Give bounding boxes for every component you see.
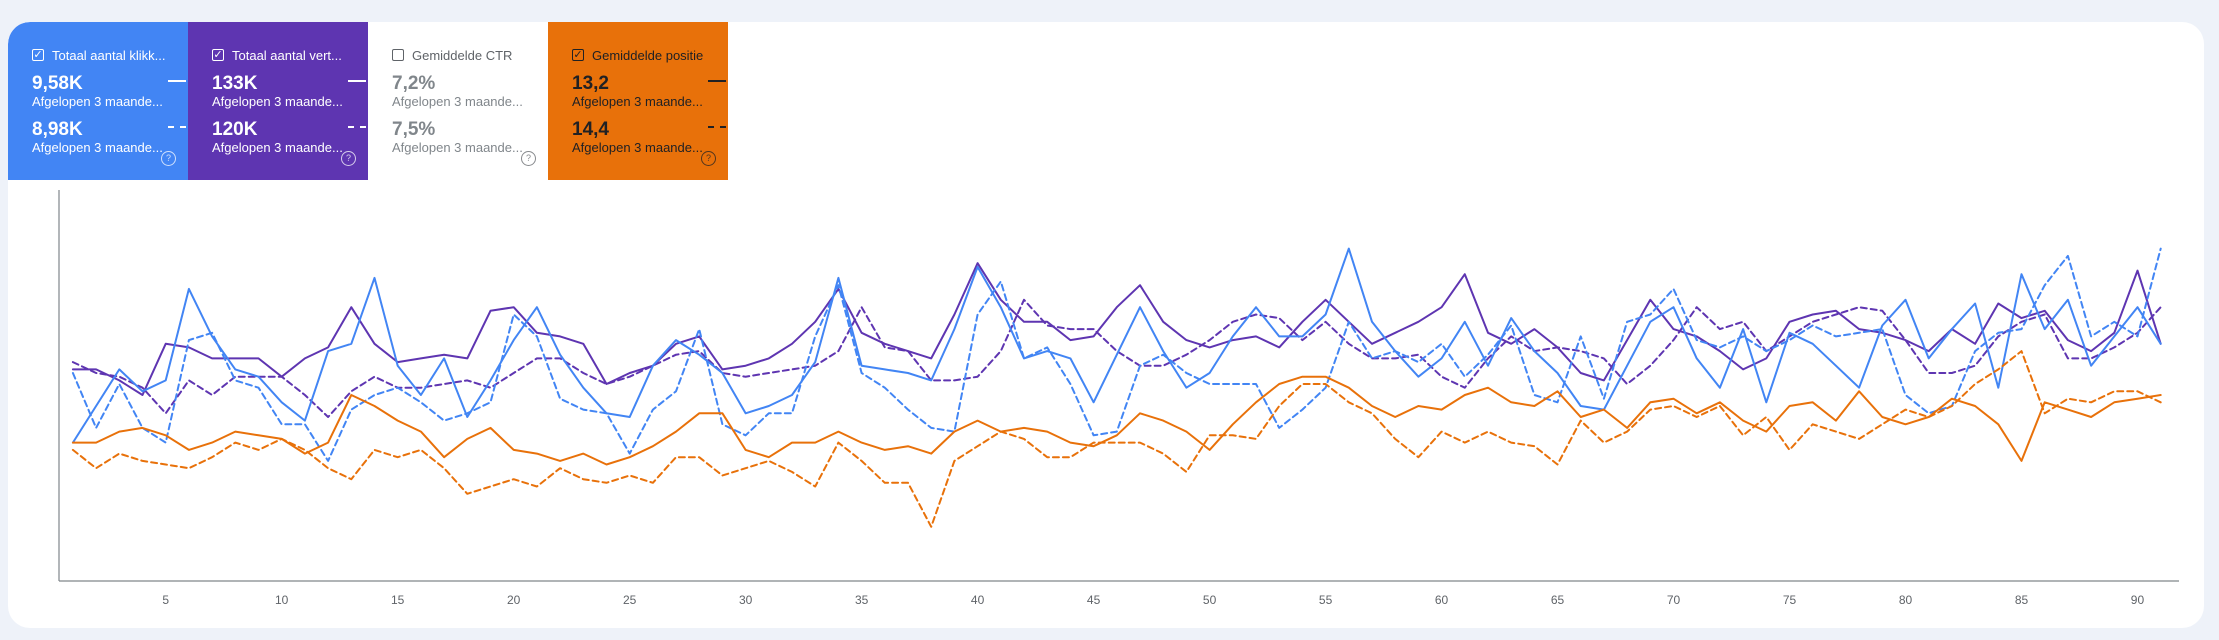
solid-line-indicator-icon bbox=[708, 80, 726, 82]
performance-panel: ✓ Totaal aantal klikk... 9,58K Afgelopen… bbox=[8, 22, 2204, 628]
metric-current: 9,58K Afgelopen 3 maande... bbox=[32, 73, 188, 109]
x-tick-label: 55 bbox=[1319, 593, 1333, 607]
metric-current: 13,2 Afgelopen 3 maande... bbox=[572, 73, 728, 109]
help-circle-icon[interactable]: ? bbox=[521, 151, 536, 166]
series-line-pos_cur[interactable] bbox=[71, 375, 2162, 466]
series-line-impr_cur[interactable] bbox=[71, 262, 2162, 396]
metric-card-ctr[interactable]: Gemiddelde CTR 7,2% Afgelopen 3 maande..… bbox=[368, 22, 548, 180]
x-tick-label: 30 bbox=[739, 593, 753, 607]
metric-previous: 14,4 Afgelopen 3 maande... bbox=[572, 119, 728, 155]
metric-card-header: ✓ Totaal aantal klikk... bbox=[32, 45, 188, 65]
x-tick-label: 20 bbox=[507, 593, 521, 607]
metric-previous: 120K Afgelopen 3 maande... bbox=[212, 119, 368, 155]
x-tick-label: 65 bbox=[1551, 593, 1565, 607]
metric-value: 14,4 bbox=[572, 119, 609, 140]
x-tick-label: 15 bbox=[391, 593, 405, 607]
metric-value: 120K bbox=[212, 119, 258, 140]
metric-value: 7,2% bbox=[392, 73, 436, 94]
metric-card-position[interactable]: ✓ Gemiddelde positie 13,2 Afgelopen 3 ma… bbox=[548, 22, 728, 180]
x-tick-label: 90 bbox=[2131, 593, 2145, 607]
x-tick-label: 60 bbox=[1435, 593, 1449, 607]
x-tick-label: 45 bbox=[1087, 593, 1101, 607]
x-tick-label: 40 bbox=[971, 593, 985, 607]
x-tick-label: 80 bbox=[1899, 593, 1913, 607]
help-circle-icon[interactable]: ? bbox=[341, 151, 356, 166]
checkbox-checked-icon[interactable]: ✓ bbox=[212, 48, 224, 61]
x-tick-label: 85 bbox=[2015, 593, 2029, 607]
metric-card-impressions[interactable]: ✓ Totaal aantal vert... 133K Afgelopen 3… bbox=[188, 22, 368, 180]
checkbox-checked-icon[interactable]: ✓ bbox=[572, 48, 584, 61]
metric-card-header: ✓ Totaal aantal vert... bbox=[212, 45, 368, 65]
x-tick-label: 5 bbox=[162, 593, 169, 607]
x-tick-label: 70 bbox=[1667, 593, 1681, 607]
x-tick-label: 10 bbox=[275, 593, 289, 607]
checkbox-unchecked-icon[interactable] bbox=[392, 49, 404, 61]
help-circle-icon[interactable]: ? bbox=[161, 151, 176, 166]
metric-current: 133K Afgelopen 3 maande... bbox=[212, 73, 368, 109]
solid-line-indicator-icon bbox=[168, 80, 186, 82]
help-circle-icon[interactable]: ? bbox=[701, 151, 716, 166]
metric-previous: 8,98K Afgelopen 3 maande... bbox=[32, 119, 188, 155]
dashed-line-indicator-icon bbox=[168, 126, 186, 128]
series-line-pos_prev[interactable] bbox=[71, 350, 2162, 528]
checkbox-checked-icon[interactable]: ✓ bbox=[32, 48, 44, 61]
solid-line-indicator-icon bbox=[348, 80, 366, 82]
x-tick-label: 25 bbox=[623, 593, 637, 607]
x-tick-label: 50 bbox=[1203, 593, 1217, 607]
x-tick-label: 35 bbox=[855, 593, 869, 607]
metric-previous: 7,5% Afgelopen 3 maande... bbox=[392, 119, 548, 155]
series-line-clicks_cur[interactable] bbox=[71, 247, 2162, 444]
metric-value: 8,98K bbox=[32, 119, 83, 140]
dashed-line-indicator-icon bbox=[348, 126, 366, 128]
metric-value: 133K bbox=[212, 73, 258, 94]
dashed-line-indicator-icon bbox=[708, 126, 726, 128]
metric-cards: ✓ Totaal aantal klikk... 9,58K Afgelopen… bbox=[8, 22, 728, 180]
series-line-impr_prev[interactable] bbox=[71, 298, 2162, 418]
x-tick-label: 75 bbox=[1783, 593, 1797, 607]
metric-current: 7,2% Afgelopen 3 maande... bbox=[392, 73, 548, 109]
metric-value: 7,5% bbox=[392, 119, 436, 140]
performance-line-chart: 5 10 15 20 25 30 35 40 45 50 55 60 65 70 75 80 85 90 bbox=[58, 190, 2179, 607]
metric-card-clicks[interactable]: ✓ Totaal aantal klikk... 9,58K Afgelopen… bbox=[8, 22, 188, 180]
metric-card-header: ✓ Gemiddelde positie bbox=[572, 45, 728, 65]
metric-card-header: Gemiddelde CTR bbox=[392, 45, 548, 65]
series-line-clicks_prev[interactable] bbox=[71, 247, 2162, 462]
metric-value: 9,58K bbox=[32, 73, 83, 94]
metric-value: 13,2 bbox=[572, 73, 609, 94]
